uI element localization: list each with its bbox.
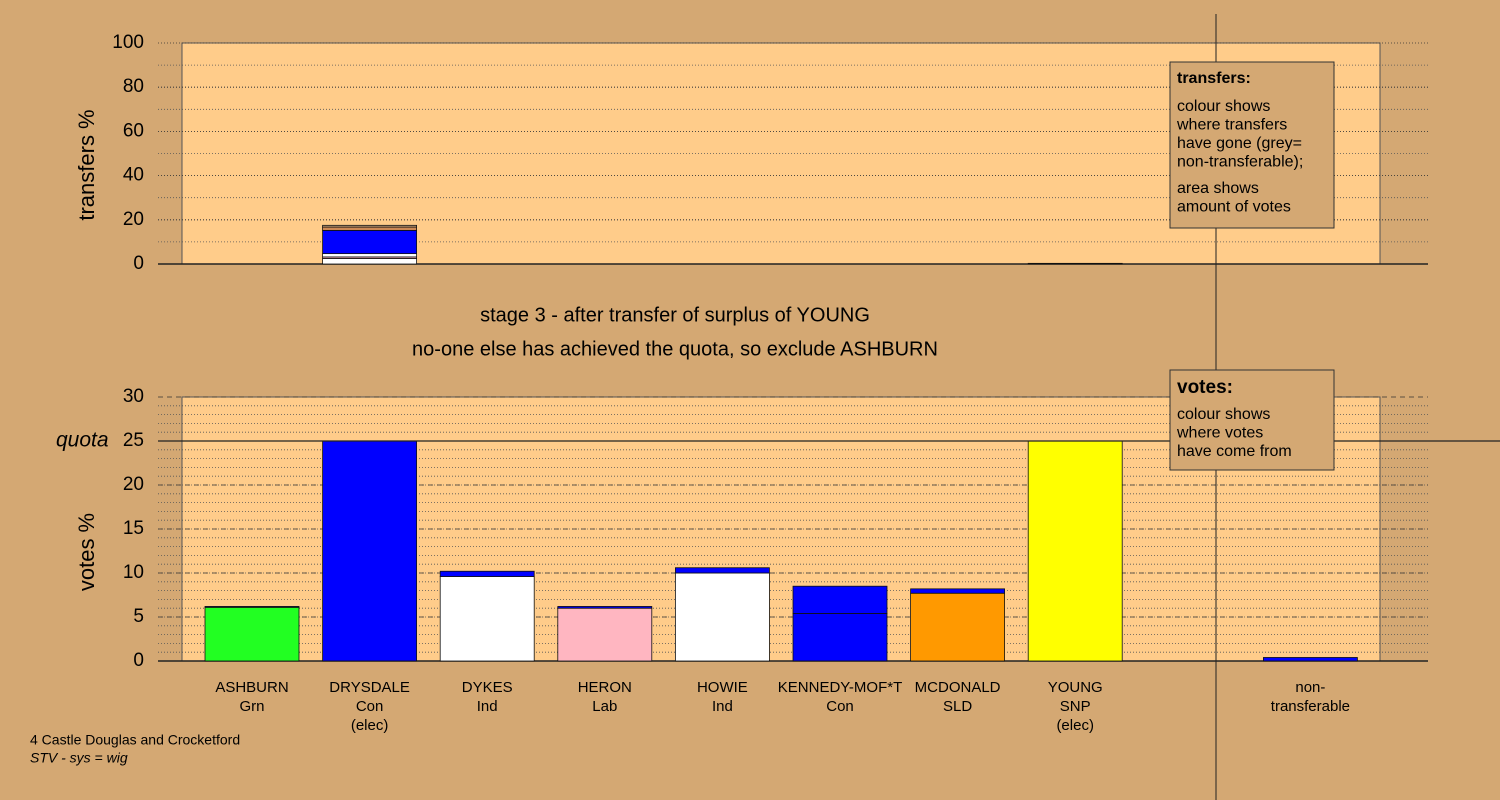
bar-segment (322, 258, 418, 265)
bar-segment (1027, 440, 1123, 662)
bar-segment (557, 607, 653, 662)
legend-text: colour shows (1177, 98, 1270, 115)
bar-segment (675, 567, 770, 574)
bar-segment (557, 606, 653, 609)
bar-segment (322, 253, 418, 258)
y-tick-label: 40 (123, 165, 144, 186)
legend-title: votes: (1177, 377, 1233, 398)
x-tick-label: Con (356, 698, 384, 715)
legend-box (1169, 61, 1335, 229)
x-tick-label: ASHBURN (215, 679, 288, 696)
x-tick-label: non- (1295, 679, 1325, 696)
x-tick-label: HOWIE (697, 679, 748, 696)
x-tick-label: (elec) (1056, 717, 1094, 734)
bar-segment (322, 224, 418, 228)
y-tick-label: 20 (123, 209, 144, 230)
x-tick-label: Grn (239, 698, 264, 715)
y-tick-label: 25 (123, 430, 144, 451)
quota-label: quota (56, 429, 109, 452)
bar-segment (910, 588, 1005, 594)
legend-title: transfers: (1177, 70, 1251, 87)
x-tick-label: MCDONALD (915, 679, 1001, 696)
bar-segment (439, 570, 535, 577)
bar-segment (322, 440, 418, 662)
bar-segment (322, 230, 418, 255)
x-tick-label: (elec) (351, 717, 389, 734)
bar-segment (204, 606, 300, 662)
legend-text: area shows (1177, 180, 1259, 197)
bar-segment (439, 576, 535, 662)
bar-segment (1027, 262, 1123, 265)
x-tick-label: Lab (592, 698, 617, 715)
x-tick-label: transferable (1271, 698, 1350, 715)
y-tick-label: 60 (123, 120, 144, 141)
y-tick-label: 0 (133, 253, 144, 274)
bar-segment (792, 585, 888, 614)
y-tick-label: 20 (123, 474, 144, 495)
bar-segment (910, 592, 1005, 662)
legend-box (1169, 369, 1335, 471)
footer-ward: 4 Castle Douglas and Crocketford (30, 732, 240, 748)
bar-segment (675, 572, 770, 662)
bar-segment (204, 606, 300, 608)
y-tick-label: 5 (133, 606, 144, 627)
y-tick-label: 100 (112, 32, 144, 53)
x-tick-label: SNP (1060, 698, 1091, 715)
legend-text: where transfers (1176, 117, 1287, 134)
legend-text: non-transferable); (1177, 154, 1303, 171)
y-axis-title: transfers % (74, 109, 99, 220)
x-tick-label: Ind (477, 698, 498, 715)
y-tick-label: 30 (123, 386, 144, 407)
y-tick-label: 10 (123, 562, 144, 583)
stage-subtitle: no-one else has achieved the quota, so e… (412, 338, 938, 360)
legend-text: colour shows (1177, 406, 1270, 423)
y-tick-label: 80 (123, 76, 144, 97)
x-tick-label: HERON (578, 679, 632, 696)
x-tick-label: Ind (712, 698, 733, 715)
legend-text: have gone (grey= (1177, 135, 1302, 152)
y-tick-label: 15 (123, 518, 144, 539)
x-tick-label: Con (826, 698, 854, 715)
legend-text: where votes (1176, 425, 1263, 442)
y-tick-label: 0 (133, 650, 144, 671)
bar-segment (322, 226, 418, 231)
x-tick-label: DYKES (462, 679, 513, 696)
bar-segment (792, 613, 888, 662)
x-tick-label: KENNEDY-MOF*T (778, 679, 902, 696)
x-tick-label: DRYSDALE (329, 679, 410, 696)
bar-segment (1263, 657, 1358, 662)
x-tick-label: YOUNG (1048, 679, 1103, 696)
legend-text: amount of votes (1177, 199, 1291, 216)
x-tick-label: SLD (943, 698, 972, 715)
y-axis-title: votes % (74, 513, 99, 591)
footer-system: STV - sys = wig (30, 750, 128, 766)
legend-text: have come from (1177, 443, 1292, 460)
stage-title: stage 3 - after transfer of surplus of Y… (480, 304, 870, 326)
